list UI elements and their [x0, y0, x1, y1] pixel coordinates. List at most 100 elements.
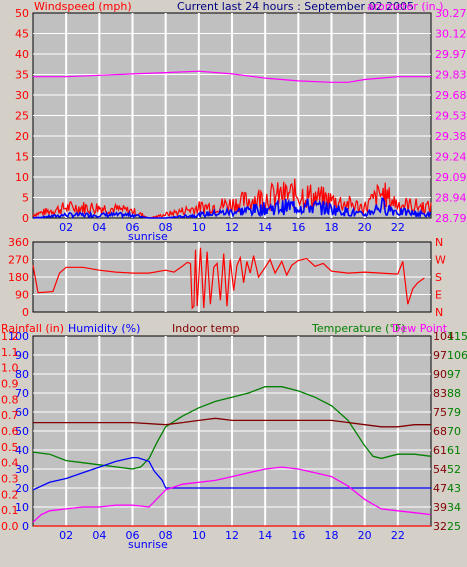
temperature-tick-label: 75: [433, 406, 447, 419]
temperature-tick-label: 83: [433, 387, 447, 400]
temperature-tick-label: 43: [447, 482, 461, 495]
direction-degree-tick: 180: [8, 271, 29, 284]
rainfall-tick-label: 0.2: [1, 488, 19, 501]
windspeed-tick-label: 50: [15, 7, 29, 20]
hour-tick-label: 18: [325, 221, 339, 234]
temperature-tick-label: 70: [447, 425, 461, 438]
rainfall-tick-label: 0.5: [1, 441, 19, 454]
barometer-tick-label: 29.38: [435, 130, 467, 143]
direction-degree-tick: 90: [15, 289, 29, 302]
direction-degree-tick: 0: [22, 306, 29, 319]
hour-tick-label: 12: [225, 221, 239, 234]
humidity-tick-label: 0: [22, 520, 29, 533]
barometer-tick-label: 29.53: [435, 110, 467, 123]
direction-compass-tick: N: [435, 306, 443, 319]
wind-direction-line: [32, 247, 425, 310]
hour-tick-label: 16: [291, 221, 305, 234]
temp-plot-gridlines: [33, 336, 431, 526]
hour-tick-label: 16: [291, 529, 305, 542]
windspeed-tick-label: 30: [15, 89, 29, 102]
hour-tick-label: 02: [59, 221, 73, 234]
temperature-axis-labels: 1049790837568615447393211510697887970615…: [433, 330, 467, 533]
temperature-tick-label: 79: [447, 406, 461, 419]
temperature-tick-label: 97: [447, 368, 461, 381]
hour-tick-label: 22: [391, 221, 405, 234]
temperature-tick-label: 68: [433, 425, 447, 438]
temperature-tick-label: 115: [447, 330, 467, 343]
humidity-tick-label: 10: [15, 501, 29, 514]
hour-tick-label: 10: [192, 221, 206, 234]
humidity-tick-label: 20: [15, 482, 29, 495]
indoor-temp-header: Indoor temp: [172, 322, 239, 335]
windspeed-tick-label: 20: [15, 130, 29, 143]
windspeed-tick-label: 25: [15, 110, 29, 123]
barometer-tick-label: 28.79: [435, 212, 467, 225]
barometer-line: [33, 70, 431, 83]
humidity-tick-label: 100: [8, 330, 29, 343]
windspeed-tick-label: 15: [15, 151, 29, 164]
hour-tick-label: 10: [192, 529, 206, 542]
barometer-tick-label: 28.94: [435, 192, 467, 205]
windspeed-tick-label: 5: [22, 192, 29, 205]
barometer-axis-labels: 30.27 30.12 29.97 29.83 29.68 29.53 29.38 29.24…: [435, 7, 467, 225]
hour-tick-label: 04: [92, 221, 106, 234]
humidity-header: Humidity (%): [68, 322, 140, 335]
rainfall-tick-label: 1.2: [1, 330, 19, 343]
hour-tick-label: 20: [358, 221, 372, 234]
indoor-temp-line: [33, 417, 431, 428]
hour-tick-label: 06: [126, 529, 140, 542]
temperature-tick-label: 61: [433, 444, 447, 457]
temperature-tick-label: 88: [447, 387, 461, 400]
direction-compass-tick: N: [435, 236, 443, 249]
humidity-tick-label: 40: [15, 444, 29, 457]
windspeed-header: Windspeed (mph): [34, 0, 132, 13]
temp-plot-series: [32, 386, 432, 527]
dewpoint-header: Dew Point: [392, 322, 448, 335]
temperature-tick-label: 52: [447, 463, 461, 476]
hour-tick-label: 08: [159, 221, 173, 234]
humidity-tick-label: 70: [15, 387, 29, 400]
rainfall-tick-label: 1.0: [1, 362, 19, 375]
hour-tick-label: 14: [258, 529, 272, 542]
rainfall-header: Rainfall (in): [1, 322, 64, 335]
direction-compass-tick: S: [435, 271, 442, 284]
hour-tick-label: 18: [325, 529, 339, 542]
temperature-line: [32, 386, 432, 470]
rainfall-tick-label: 0.6: [1, 425, 19, 438]
temperature-tick-label: 90: [433, 368, 447, 381]
x-axis-labels-top: 02 04 06 08 10 12 14 16 18 20 22: [59, 221, 405, 234]
barometer-tick-label: 30.12: [435, 28, 467, 41]
rainfall-tick-label: 0.9: [1, 378, 19, 391]
wind-plot-series: [32, 70, 432, 220]
hour-tick-label: 12: [225, 529, 239, 542]
hour-tick-label: 02: [59, 529, 73, 542]
rainfall-tick-label: 0.1: [1, 504, 19, 517]
rainfall-tick-label: 0.3: [1, 473, 19, 486]
windspeed-tick-label: 10: [15, 171, 29, 184]
dew-point-line: [32, 466, 432, 523]
temperature-tick-label: 25: [447, 520, 461, 533]
direction-compass-tick: E: [435, 289, 442, 302]
barometer-tick-label: 29.97: [435, 48, 467, 61]
windspeed-tick-label: 0: [22, 212, 29, 225]
humidity-line: [32, 456, 431, 491]
sunrise-label-top: sunrise: [128, 230, 168, 243]
rainfall-tick-label: 0.7: [1, 409, 19, 422]
hour-tick-label: 08: [159, 529, 173, 542]
wind-plot-gridlines: [33, 13, 431, 218]
hour-tick-label: 04: [92, 529, 106, 542]
windspeed-tick-label: 35: [15, 69, 29, 82]
x-axis-labels-bottom: 02 04 06 08 10 12 14 16 18 20 22: [59, 529, 405, 542]
barometer-tick-label: 29.83: [435, 69, 467, 82]
direction-degree-tick: 270: [8, 254, 29, 267]
humidity-rain-axis-labels: 10090807060504030201001.21.11.00.90.80.7…: [1, 330, 29, 533]
humidity-tick-label: 30: [15, 463, 29, 476]
barometer-tick-label: 30.27: [435, 7, 467, 20]
barometer-tick-label: 29.24: [435, 151, 467, 164]
wind-average-line: [32, 196, 432, 220]
temperature-header: Temperature (°F): [311, 322, 406, 335]
temperature-tick-label: 54: [433, 463, 447, 476]
